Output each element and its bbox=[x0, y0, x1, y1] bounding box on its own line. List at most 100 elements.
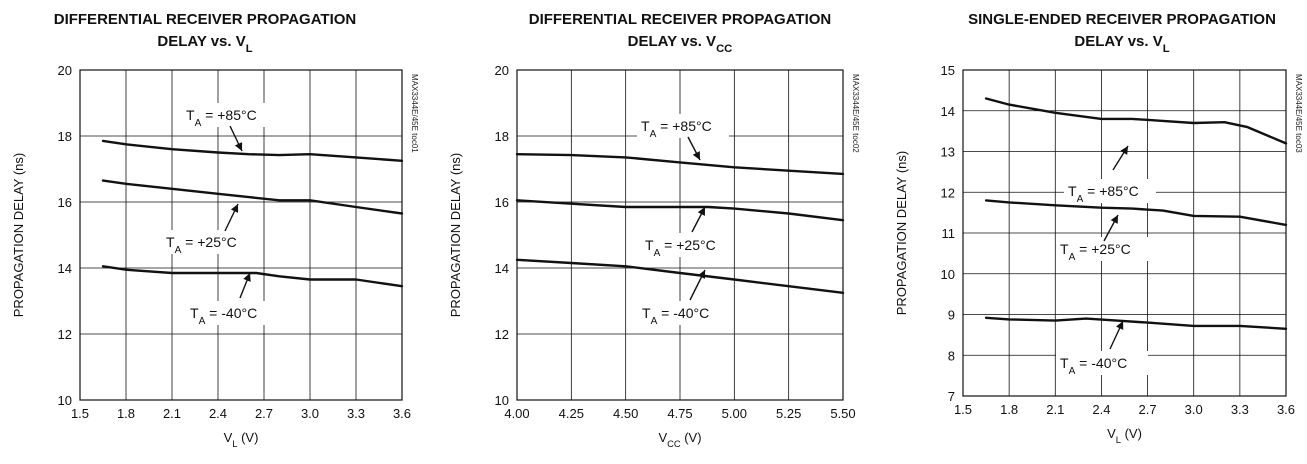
series-annotation: TA = +85°C bbox=[1068, 183, 1139, 205]
series-line-2 bbox=[101, 179, 404, 215]
x-tick-label: 2.1 bbox=[163, 406, 181, 421]
series-line-2 bbox=[515, 199, 845, 222]
x-tick-label: 3.3 bbox=[347, 406, 365, 421]
y-axis-label: PROPAGATION DELAY (ns) bbox=[894, 151, 909, 315]
x-tick-label: 5.25 bbox=[776, 406, 801, 421]
series-annotation: TA = +85°C bbox=[186, 107, 257, 129]
x-tick-label: 2.4 bbox=[1092, 402, 1110, 417]
annotation-bg bbox=[1064, 179, 1156, 203]
chart-1: DIFFERENTIAL RECEIVER PROPAGATION DELAY v… bbox=[11, 11, 419, 449]
y-tick-label: 15 bbox=[941, 63, 955, 78]
x-tick-label: 1.8 bbox=[117, 406, 135, 421]
x-tick-label: 4.25 bbox=[559, 406, 584, 421]
annotation-bg bbox=[162, 230, 254, 254]
y-tick-label: 20 bbox=[58, 63, 72, 78]
y-tick-label: 12 bbox=[58, 327, 72, 342]
chart-subtitle: DELAY vs. VL bbox=[1074, 33, 1169, 55]
x-tick-label: 1.8 bbox=[1000, 402, 1018, 417]
annotation-bg bbox=[1056, 237, 1148, 261]
y-tick-label: 11 bbox=[942, 226, 956, 241]
series-annotation: TA = +25°C bbox=[166, 234, 237, 256]
x-tick-label: 1.5 bbox=[71, 406, 89, 421]
x-tick-label: 4.75 bbox=[667, 406, 692, 421]
series-line-1 bbox=[515, 153, 845, 176]
y-tick-label: 16 bbox=[58, 195, 72, 210]
series-line-3 bbox=[101, 265, 404, 288]
chart-subtitle: DELAY vs. VL bbox=[157, 33, 252, 55]
annotation-bg bbox=[637, 114, 729, 138]
annotation-arrow-head bbox=[697, 270, 705, 279]
annotation-bg bbox=[638, 301, 730, 325]
x-tick-label: 5.50 bbox=[830, 406, 855, 421]
y-tick-label: 14 bbox=[941, 104, 955, 119]
annotation-arrow-head bbox=[243, 273, 251, 282]
y-axis-label: PROPAGATION DELAY (ns) bbox=[448, 153, 463, 317]
x-tick-label: 3.0 bbox=[1185, 402, 1203, 417]
y-tick-label: 14 bbox=[58, 261, 72, 276]
y-tick-label: 20 bbox=[495, 63, 509, 78]
series-line-2 bbox=[984, 199, 1288, 227]
chart-id-label: MAX3344E/45E toc01 bbox=[410, 74, 419, 153]
chart-3: SINGLE-ENDED RECEIVER PROPAGATION DELAY v… bbox=[894, 11, 1303, 445]
y-tick-label: 18 bbox=[58, 129, 72, 144]
y-tick-label: 10 bbox=[58, 393, 72, 408]
x-tick-label: 3.6 bbox=[393, 406, 411, 421]
plot-frame bbox=[516, 69, 844, 401]
y-tick-label: 14 bbox=[495, 261, 509, 276]
y-tick-label: 16 bbox=[495, 195, 509, 210]
annotation-bg bbox=[641, 233, 733, 257]
y-tick-label: 9 bbox=[948, 308, 955, 323]
chart-2: DIFFERENTIAL RECEIVER PROPAGATION DELAY v… bbox=[448, 11, 860, 449]
y-tick-label: 8 bbox=[948, 348, 955, 363]
x-tick-label: 2.4 bbox=[209, 406, 227, 421]
chart-id-label: MAX3344E/45E toc02 bbox=[851, 74, 860, 153]
y-axis-label: PROPAGATION DELAY (ns) bbox=[11, 153, 26, 317]
series-annotation: TA = +25°C bbox=[645, 237, 716, 259]
annotation-bg bbox=[186, 301, 278, 325]
x-axis-label: VCC (V) bbox=[658, 430, 701, 449]
series-annotation: TA = +25°C bbox=[1060, 241, 1131, 263]
annotation-arrow-head bbox=[697, 207, 705, 216]
annotation-bg bbox=[182, 103, 274, 127]
x-tick-label: 3.6 bbox=[1277, 402, 1295, 417]
chart-title: DIFFERENTIAL RECEIVER PROPAGATION bbox=[529, 11, 832, 28]
y-tick-label: 10 bbox=[495, 393, 509, 408]
chart-title: DIFFERENTIAL RECEIVER PROPAGATION bbox=[54, 11, 357, 28]
y-tick-label: 18 bbox=[495, 129, 509, 144]
y-tick-label: 12 bbox=[495, 327, 509, 342]
y-tick-label: 12 bbox=[941, 185, 955, 200]
y-tick-label: 10 bbox=[941, 267, 955, 282]
y-tick-label: 13 bbox=[941, 145, 955, 160]
series-annotation: TA = +85°C bbox=[641, 118, 712, 140]
chart-title: SINGLE-ENDED RECEIVER PROPAGATION bbox=[968, 11, 1276, 28]
plot-frame bbox=[962, 69, 1287, 397]
series-line-3 bbox=[515, 258, 845, 294]
annotation-arrow-head bbox=[692, 151, 700, 160]
series-annotation: TA = -40°C bbox=[642, 305, 709, 327]
series-annotation: TA = -40°C bbox=[190, 305, 257, 327]
x-tick-label: 1.5 bbox=[954, 402, 972, 417]
annotation-bg bbox=[1056, 351, 1148, 375]
x-tick-label: 5.00 bbox=[722, 406, 747, 421]
annotation-arrow-head bbox=[1120, 146, 1128, 155]
annotation-arrow-head bbox=[1116, 321, 1124, 330]
x-tick-label: 4.00 bbox=[504, 406, 529, 421]
chart-subtitle: DELAY vs. VCC bbox=[628, 33, 733, 55]
x-axis-label: VL (V) bbox=[1107, 426, 1142, 445]
x-tick-label: 3.0 bbox=[301, 406, 319, 421]
annotation-arrow-head bbox=[230, 204, 239, 213]
y-tick-label: 7 bbox=[948, 389, 955, 404]
series-line-1 bbox=[984, 97, 1288, 145]
series-line-3 bbox=[984, 316, 1288, 330]
annotation-arrow-head bbox=[234, 142, 243, 151]
chart-id-label: MAX3344E/45E toc03 bbox=[1294, 74, 1303, 153]
x-tick-label: 4.50 bbox=[613, 406, 638, 421]
annotation-arrow-head bbox=[1110, 215, 1118, 224]
x-tick-label: 2.1 bbox=[1046, 402, 1064, 417]
x-tick-label: 2.7 bbox=[255, 406, 273, 421]
plot-frame bbox=[79, 69, 403, 401]
series-annotation: TA = -40°C bbox=[1060, 355, 1127, 377]
x-tick-label: 3.3 bbox=[1231, 402, 1249, 417]
